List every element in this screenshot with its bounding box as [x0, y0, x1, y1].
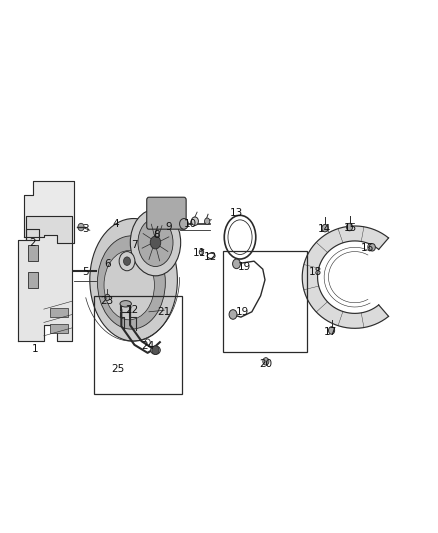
Circle shape: [124, 257, 131, 265]
Circle shape: [346, 223, 353, 231]
Text: 7: 7: [131, 240, 138, 250]
Text: 20: 20: [259, 359, 272, 368]
Text: 25: 25: [111, 364, 124, 374]
Text: 6: 6: [104, 259, 111, 269]
Ellipse shape: [120, 301, 131, 307]
Text: 19: 19: [238, 262, 251, 271]
Circle shape: [233, 259, 240, 269]
Circle shape: [152, 346, 159, 354]
Text: 5: 5: [82, 267, 89, 277]
Ellipse shape: [151, 346, 160, 354]
Text: 23: 23: [100, 296, 113, 306]
Text: 12: 12: [204, 252, 217, 262]
Polygon shape: [18, 216, 72, 341]
Circle shape: [369, 244, 375, 251]
Text: 14: 14: [318, 224, 331, 234]
Text: 10: 10: [184, 219, 197, 229]
Circle shape: [150, 236, 161, 249]
Polygon shape: [24, 181, 74, 243]
Ellipse shape: [97, 236, 166, 329]
Circle shape: [119, 252, 135, 271]
Text: 24: 24: [141, 342, 155, 351]
Ellipse shape: [90, 219, 177, 341]
Text: 17: 17: [324, 327, 337, 336]
Polygon shape: [302, 226, 389, 328]
Circle shape: [263, 358, 269, 365]
Text: 2: 2: [29, 238, 36, 247]
Text: 8: 8: [153, 230, 160, 239]
Circle shape: [205, 218, 210, 224]
Text: 18: 18: [309, 267, 322, 277]
Bar: [28, 245, 38, 261]
Circle shape: [105, 294, 110, 301]
Circle shape: [180, 219, 188, 229]
Bar: [28, 272, 38, 288]
Circle shape: [191, 217, 198, 225]
Circle shape: [229, 310, 237, 319]
Bar: [50, 308, 68, 317]
Circle shape: [78, 223, 84, 231]
Bar: [50, 324, 68, 333]
Bar: [94, 296, 182, 394]
Circle shape: [328, 327, 335, 334]
Ellipse shape: [138, 219, 173, 266]
Text: 11: 11: [193, 248, 206, 258]
Text: 1: 1: [32, 344, 39, 354]
Text: 22: 22: [125, 305, 138, 315]
Text: 4: 4: [113, 219, 120, 229]
Text: 16: 16: [361, 243, 374, 253]
Text: 13: 13: [230, 208, 243, 218]
Text: 21: 21: [158, 307, 171, 317]
Circle shape: [322, 224, 328, 232]
Ellipse shape: [104, 251, 154, 320]
Text: 19: 19: [236, 307, 249, 317]
Text: 3: 3: [82, 224, 89, 234]
Ellipse shape: [130, 209, 180, 276]
FancyBboxPatch shape: [147, 197, 186, 229]
Text: 15: 15: [344, 223, 357, 233]
Bar: [223, 251, 307, 352]
Text: 9: 9: [165, 222, 172, 231]
